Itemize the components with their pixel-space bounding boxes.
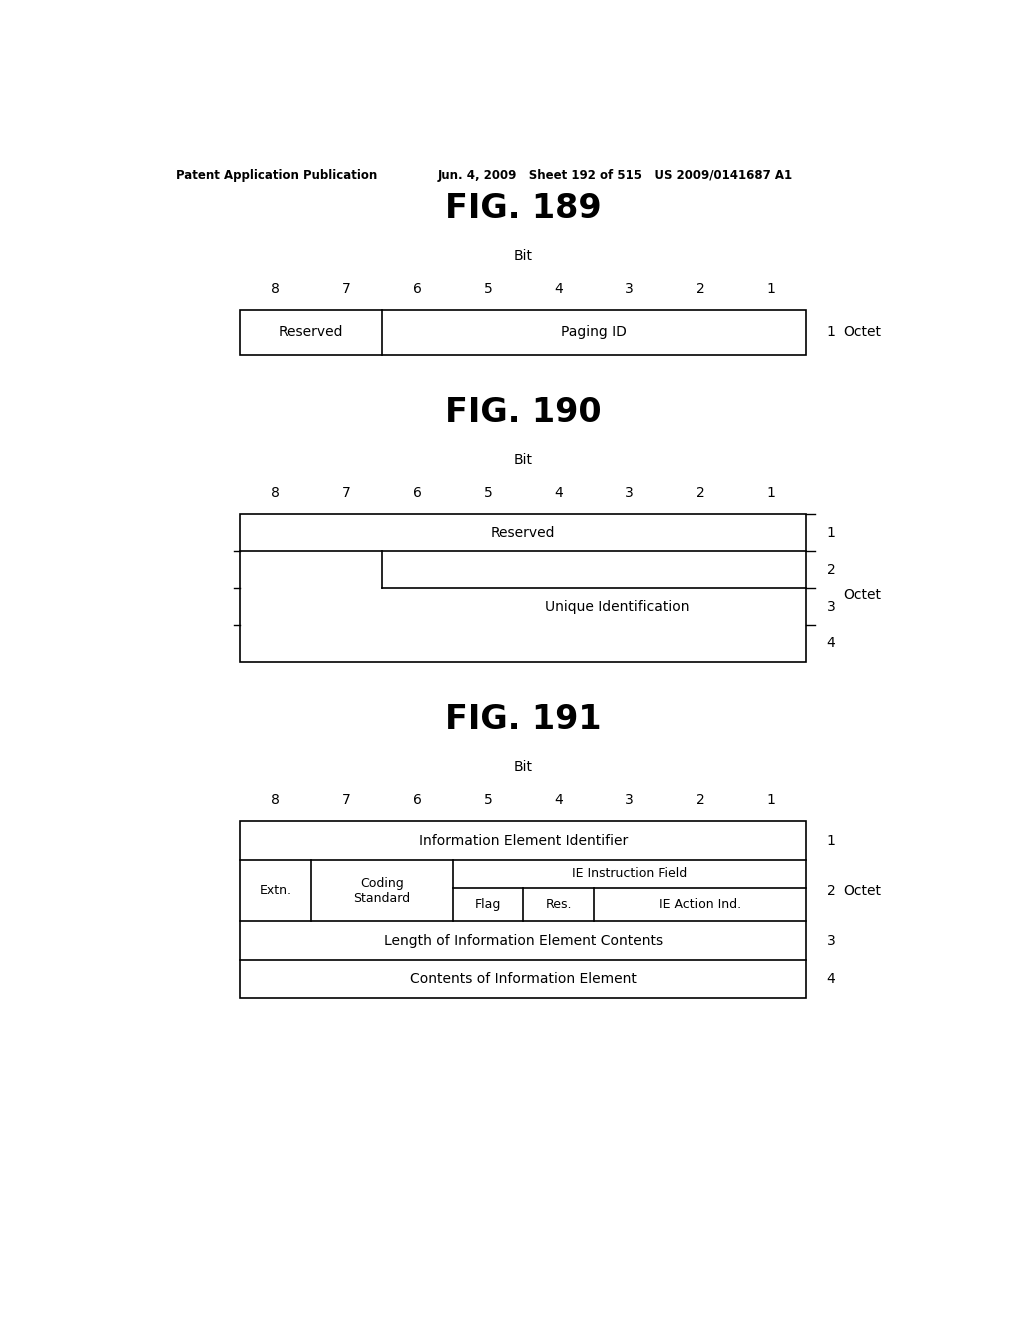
Text: Flag: Flag	[475, 898, 501, 911]
Text: 2: 2	[695, 281, 705, 296]
Text: 1: 1	[826, 525, 836, 540]
Text: 6: 6	[413, 281, 422, 296]
Text: 2: 2	[826, 562, 836, 577]
Text: 8: 8	[271, 793, 281, 807]
Text: 4: 4	[826, 973, 836, 986]
Text: Length of Information Element Contents: Length of Information Element Contents	[384, 933, 663, 948]
Text: Coding
Standard: Coding Standard	[353, 876, 411, 904]
Text: 7: 7	[342, 793, 351, 807]
Text: 4: 4	[554, 793, 563, 807]
Text: 7: 7	[342, 486, 351, 499]
Text: Reserved: Reserved	[490, 525, 555, 540]
Text: Bit: Bit	[514, 249, 532, 263]
Text: IE Action Ind.: IE Action Ind.	[659, 898, 741, 911]
Text: Unique Identification: Unique Identification	[545, 599, 689, 614]
Text: 4: 4	[826, 636, 836, 651]
Text: 1: 1	[766, 486, 775, 499]
Text: FIG. 191: FIG. 191	[445, 704, 601, 737]
Bar	[241, 513, 806, 661]
Text: 8: 8	[271, 281, 281, 296]
Text: 6: 6	[413, 793, 422, 807]
Text: 4: 4	[554, 486, 563, 499]
Text: 8: 8	[271, 486, 281, 499]
Text: 3: 3	[625, 793, 634, 807]
Text: FIG. 190: FIG. 190	[445, 396, 601, 429]
Text: 3: 3	[826, 599, 836, 614]
Text: 1: 1	[826, 326, 836, 339]
Text: 7: 7	[342, 281, 351, 296]
Text: 1: 1	[766, 281, 775, 296]
Text: 5: 5	[483, 486, 493, 499]
Text: Jun. 4, 2009   Sheet 192 of 515   US 2009/0141687 A1: Jun. 4, 2009 Sheet 192 of 515 US 2009/01…	[438, 169, 794, 182]
Text: Bit: Bit	[514, 453, 532, 467]
Text: 3: 3	[625, 486, 634, 499]
Text: Contents of Information Element: Contents of Information Element	[410, 973, 637, 986]
Text: 5: 5	[483, 793, 493, 807]
Text: 4: 4	[554, 281, 563, 296]
Text: Information Element Identifier: Information Element Identifier	[419, 834, 628, 847]
Text: Reserved: Reserved	[279, 326, 343, 339]
Text: Octet: Octet	[843, 883, 881, 898]
Text: Paging ID: Paging ID	[561, 326, 627, 339]
Text: 1: 1	[766, 793, 775, 807]
Text: 3: 3	[826, 933, 836, 948]
Text: 2: 2	[826, 883, 836, 898]
Text: Bit: Bit	[514, 760, 532, 775]
Bar	[241, 821, 806, 998]
Bar	[241, 310, 806, 355]
Text: Octet: Octet	[843, 589, 881, 602]
Text: IE Instruction Field: IE Instruction Field	[571, 867, 687, 880]
Text: Res.: Res.	[546, 898, 571, 911]
Text: 2: 2	[695, 793, 705, 807]
Text: 2: 2	[695, 486, 705, 499]
Text: 3: 3	[625, 281, 634, 296]
Text: FIG. 189: FIG. 189	[445, 191, 601, 224]
Text: 6: 6	[413, 486, 422, 499]
Text: Extn.: Extn.	[260, 884, 292, 898]
Text: 5: 5	[483, 281, 493, 296]
Text: Patent Application Publication: Patent Application Publication	[176, 169, 377, 182]
Text: Octet: Octet	[843, 326, 881, 339]
Text: 1: 1	[826, 834, 836, 847]
